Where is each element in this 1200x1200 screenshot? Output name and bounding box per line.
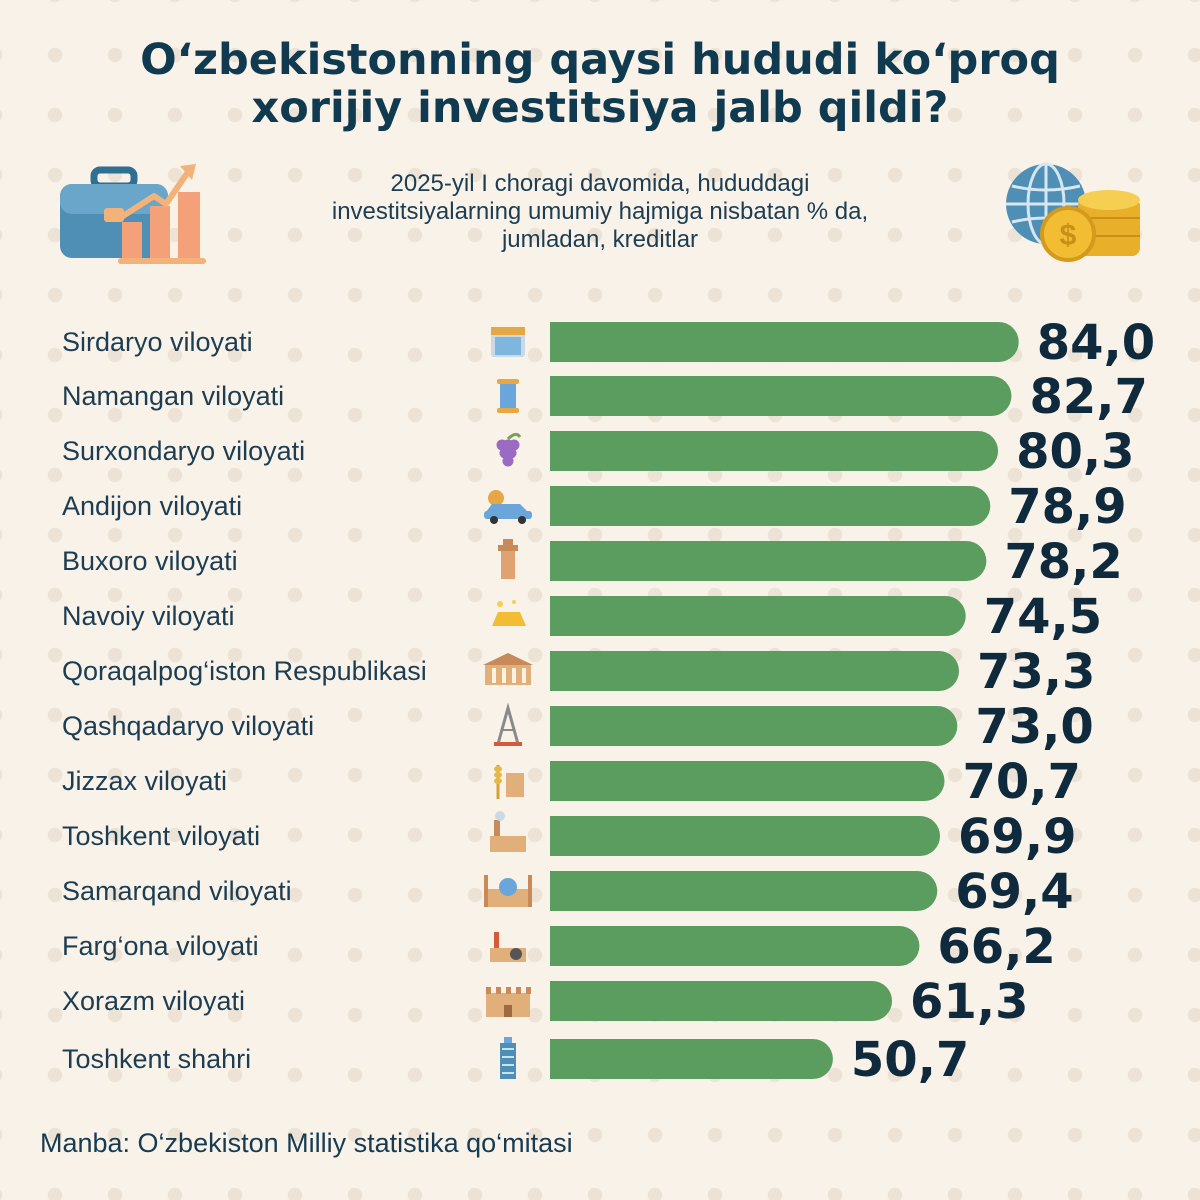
- briefcase-growth-icon: [60, 164, 206, 264]
- chart-subtitle: 2025-yil I choragi davomida, hududdagi i…: [250, 170, 950, 254]
- category-label: Navoiy viloyati: [62, 601, 235, 631]
- value-label: 78,2: [1004, 534, 1122, 590]
- bar-start: [550, 322, 590, 362]
- bar: [550, 816, 941, 856]
- value-label: 73,3: [977, 644, 1095, 700]
- title-line-1: O‘zbekistonning qaysi hududi ko‘proq: [140, 35, 1060, 85]
- bar-start: [550, 651, 590, 691]
- value-label: 50,7: [851, 1032, 969, 1088]
- subtitle-line-1: 2025-yil I choragi davomida, hududdagi: [390, 170, 810, 197]
- value-label: 82,7: [1029, 369, 1147, 425]
- wheat-factory-icon: [494, 765, 524, 799]
- bar: [550, 1039, 833, 1079]
- bar-row: Xorazm viloyati 61,3: [62, 974, 1028, 1030]
- bar-start: [550, 926, 590, 966]
- bar-row: Samarqand viloyati 69,4: [62, 864, 1074, 920]
- bar-start: [550, 706, 590, 746]
- category-label: Toshkent viloyati: [62, 821, 260, 851]
- dam-icon: [491, 327, 525, 357]
- source-note: Manba: O‘zbekiston Milliy statistika qo‘…: [40, 1128, 573, 1158]
- title-line-2: xorijiy investitsiya jalb qildi?: [251, 83, 949, 133]
- value-label: 69,4: [955, 864, 1073, 920]
- mosque-icon: [484, 875, 532, 907]
- minaret-icon: [498, 539, 518, 579]
- factory-icon: [490, 811, 526, 852]
- bar: [550, 541, 987, 581]
- car-factory-icon: [484, 490, 532, 524]
- bar-row: Surxondaryo viloyati 80,3: [62, 424, 1135, 480]
- category-label: Qashqadaryo viloyati: [62, 711, 314, 741]
- value-label: 84,0: [1037, 315, 1155, 371]
- bar-row: Namangan viloyati 82,7: [62, 369, 1148, 425]
- bar: [550, 651, 960, 691]
- value-label: 70,7: [963, 754, 1081, 810]
- bar: [550, 376, 1012, 416]
- skyscraper-icon: [500, 1037, 516, 1079]
- bar: [550, 926, 920, 966]
- bar-start: [550, 541, 590, 581]
- bar-start: [550, 431, 590, 471]
- value-label: 78,9: [1008, 479, 1126, 535]
- bar-row: Toshkent shahri 50,7: [62, 1032, 969, 1088]
- bar-row: Navoiy viloyati 74,5: [62, 589, 1102, 645]
- fortress-wall-icon: [486, 987, 531, 1017]
- industrial-plant-icon: [490, 932, 526, 962]
- value-label: 66,2: [937, 919, 1055, 975]
- value-label: 61,3: [910, 974, 1028, 1030]
- category-label: Sirdaryo viloyati: [62, 327, 253, 357]
- bar-start: [550, 596, 590, 636]
- bar-start: [550, 1039, 590, 1079]
- category-label: Toshkent shahri: [62, 1044, 251, 1074]
- category-label: Jizzax viloyati: [62, 766, 227, 796]
- bar-row: Andijon viloyati 78,9: [62, 479, 1127, 535]
- bar: [550, 871, 938, 911]
- bar: [550, 596, 966, 636]
- bar-row: Farg‘ona viloyati 66,2: [62, 919, 1056, 975]
- bar-start: [550, 871, 590, 911]
- bar: [550, 322, 1019, 362]
- bar-row: Jizzax viloyati 70,7: [62, 754, 1081, 810]
- value-label: 73,0: [975, 699, 1093, 755]
- bar: [550, 431, 999, 471]
- thread-spool-icon: [497, 379, 519, 413]
- bar: [550, 761, 945, 801]
- globe-coins-icon: $: [1006, 162, 1140, 262]
- category-label: Surxondaryo viloyati: [62, 436, 305, 466]
- bar-start: [550, 486, 590, 526]
- bar-row: Qashqadaryo viloyati 73,0: [62, 699, 1094, 755]
- category-label: Samarqand viloyati: [62, 876, 292, 906]
- subtitle-line-3: jumladan, kreditlar: [501, 226, 699, 253]
- bar-start: [550, 816, 590, 856]
- category-label: Buxoro viloyati: [62, 546, 238, 576]
- bar-start: [550, 376, 590, 416]
- bar: [550, 486, 991, 526]
- category-label: Namangan viloyati: [62, 381, 284, 411]
- bar-start: [550, 761, 590, 801]
- bar-row: Buxoro viloyati 78,2: [62, 534, 1123, 590]
- value-label: 69,9: [958, 809, 1076, 865]
- subtitle-line-2: investitsiyalarning umumiy hajmiga nisba…: [331, 198, 869, 225]
- gold-bar-icon: [492, 600, 526, 626]
- category-label: Andijon viloyati: [62, 491, 242, 521]
- value-label: 74,5: [984, 589, 1102, 645]
- chart-title: O‘zbekistonning qaysi hududi ko‘proq xor…: [0, 36, 1200, 132]
- value-label: 80,3: [1016, 424, 1134, 480]
- chart-rows: Sirdaryo viloyati 84,0 Namangan viloyati 82…: [62, 315, 1155, 1088]
- bar-start: [550, 981, 590, 1021]
- bar-row: Sirdaryo viloyati 84,0: [62, 315, 1155, 371]
- category-label: Farg‘ona viloyati: [62, 931, 259, 961]
- category-label: Xorazm viloyati: [62, 986, 245, 1016]
- bar-row: Qoraqalpog‘iston Respublikasi 73,3: [62, 644, 1095, 700]
- category-label: Qoraqalpog‘iston Respublikasi: [62, 656, 427, 686]
- bar-row: Toshkent viloyati 69,9: [62, 809, 1076, 865]
- oil-derrick-icon: [494, 702, 522, 746]
- bar: [550, 981, 893, 1021]
- grapes-icon: [496, 432, 522, 467]
- svg-text:$: $: [1060, 219, 1077, 252]
- bar: [550, 706, 958, 746]
- museum-building-icon: [483, 653, 533, 685]
